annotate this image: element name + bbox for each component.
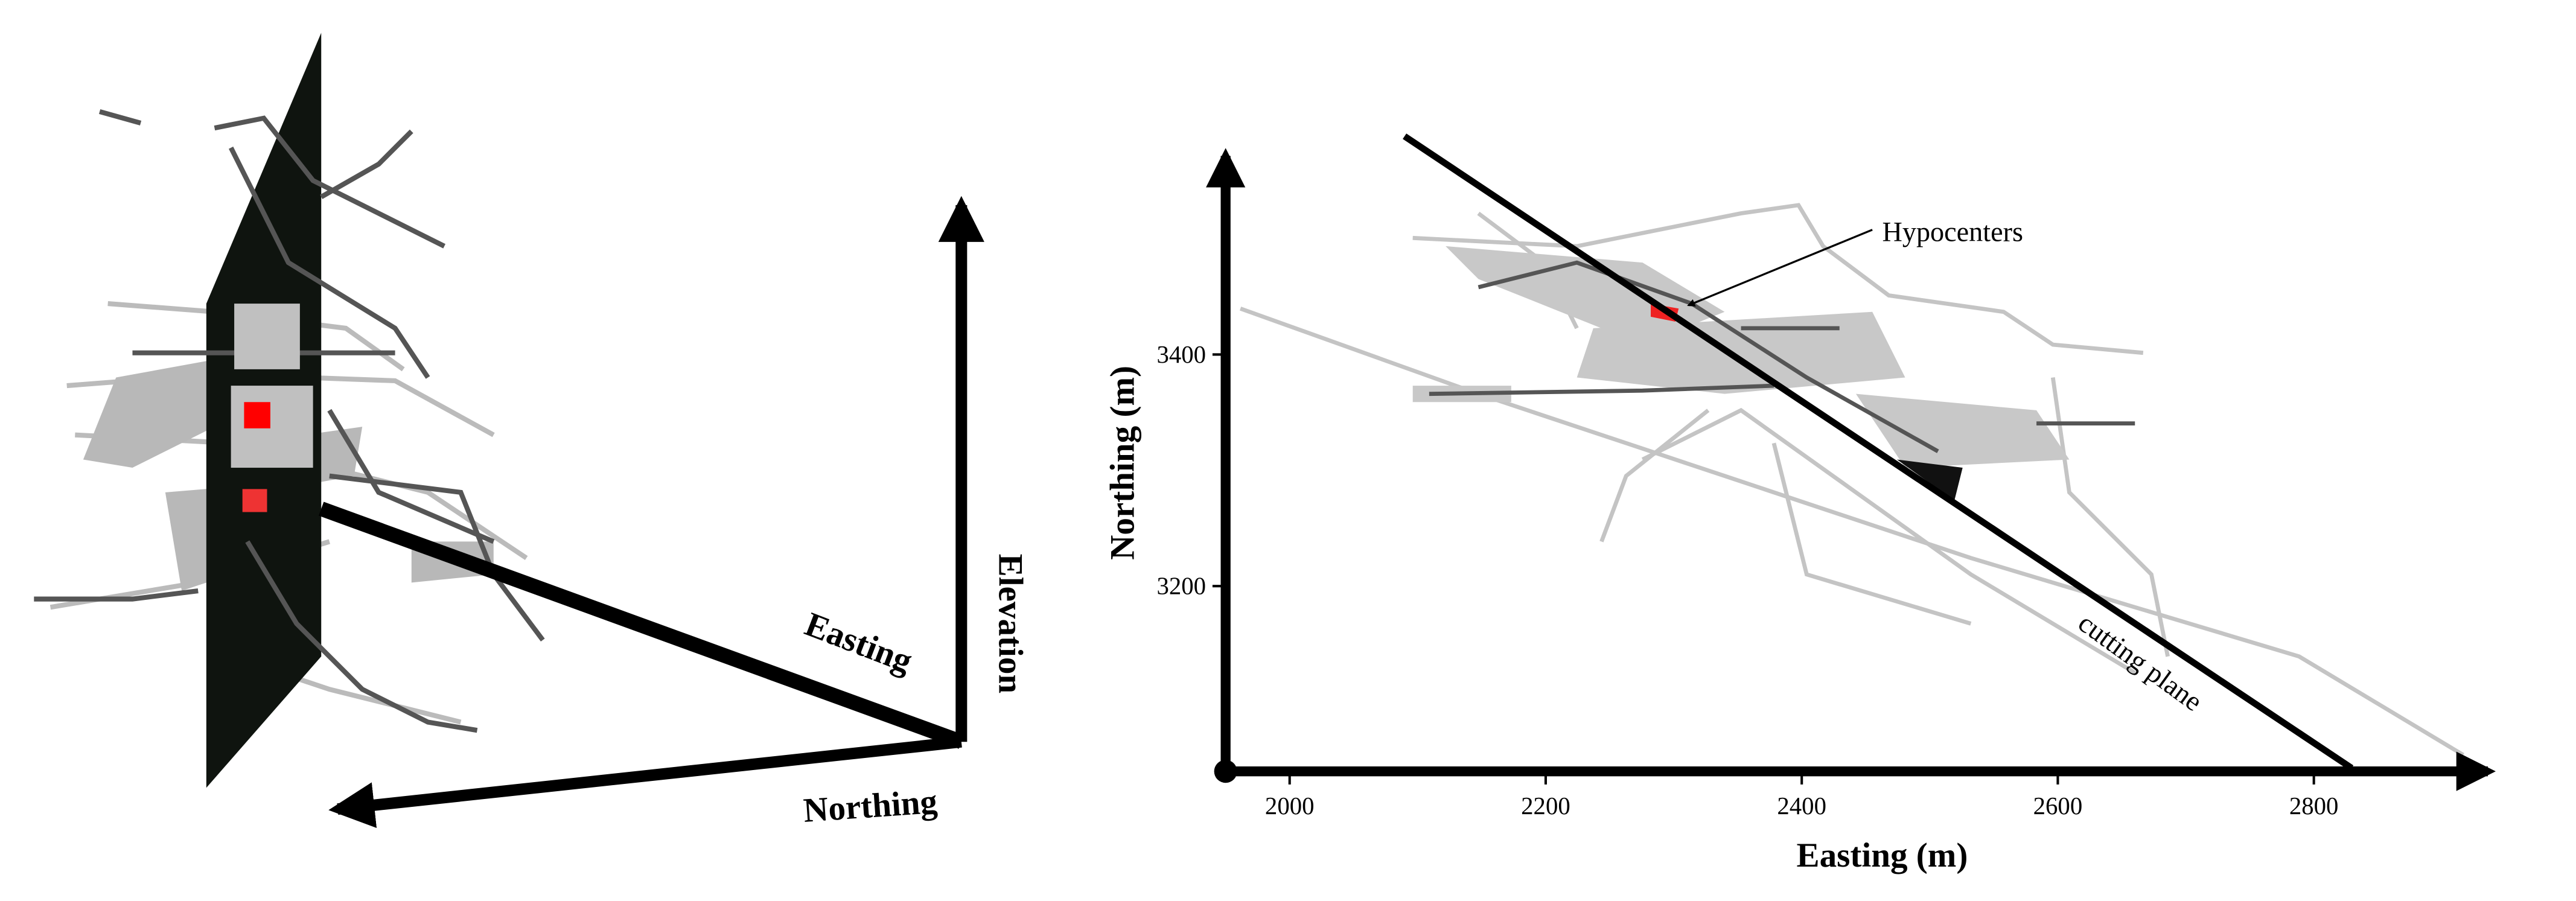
- y-tick-label: 3400: [1156, 341, 1206, 368]
- hypocenter-patch: [244, 402, 270, 428]
- easting-label: Easting: [800, 605, 917, 681]
- y-axis-label: Northing (m): [1103, 366, 1141, 560]
- stope: [1896, 459, 1963, 501]
- x-axis-label: Easting (m): [1797, 836, 1968, 874]
- x-tick-label: 2600: [2033, 792, 2083, 820]
- left-panel: Easting Northing Elevation: [34, 33, 1029, 830]
- x-tick-label: 2000: [1265, 792, 1315, 820]
- annotation-arrow: [1687, 229, 1873, 307]
- right-panel: Hypocenters cutting plane Easting (m) No…: [1103, 133, 2496, 874]
- origin: [1214, 760, 1237, 783]
- elevation-label: Elevation: [991, 554, 1029, 694]
- x-tick-label: 2200: [1521, 792, 1570, 820]
- tunnels: [1239, 203, 2464, 757]
- easting-axis: [319, 501, 964, 749]
- x-tick-label: 2400: [1777, 792, 1826, 820]
- x-tick-label: 2800: [2289, 792, 2339, 820]
- y-tick-label: 3200: [1156, 573, 1206, 600]
- tunnel-blobs: [1412, 246, 2070, 468]
- cutting-plane-line: [1403, 133, 2354, 771]
- hypocenters-label: Hypocenters: [1882, 217, 2023, 247]
- hypocenter-patch: [242, 489, 267, 512]
- tunnels-front: [34, 109, 545, 733]
- northing-axis: [328, 736, 962, 829]
- northing-label: Northing: [802, 783, 939, 830]
